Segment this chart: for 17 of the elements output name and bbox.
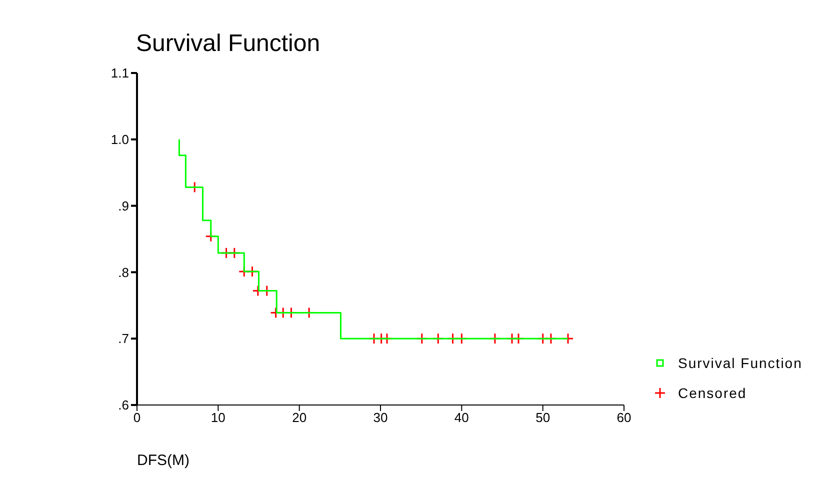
x-tick-label: 10 [210,410,226,426]
x-tick-label: 60 [616,410,632,426]
x-tick-label: 40 [454,410,469,426]
x-axis-title: DFS(M) [137,452,190,469]
legend-label: Survival Function [678,355,802,371]
x-tick-label: 30 [373,410,388,426]
y-tick-label: .8 [118,264,129,280]
y-tick-label: .9 [118,198,129,214]
y-tick-label: 1.0 [110,132,129,148]
chart-title: Survival Function [136,30,320,58]
x-tick-label: 20 [292,410,307,426]
x-tick-label: 50 [536,410,550,426]
x-tick-label: 0 [133,410,141,426]
y-tick-label: 1.1 [110,66,129,81]
y-tick-label: .7 [118,331,129,346]
legend-label: Censored [678,385,747,401]
y-tick-label: .6 [118,398,129,413]
